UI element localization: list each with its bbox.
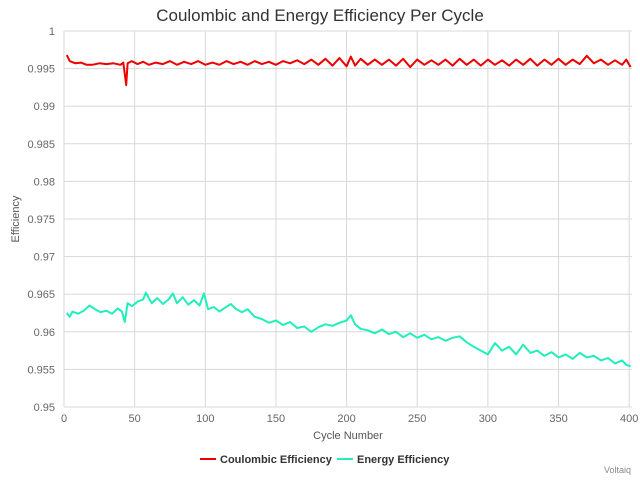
y-axis-title: Efficiency [10,195,22,242]
grid [63,30,632,408]
x-tick-label: 100 [196,413,214,425]
y-tick-label: 0.975 [27,214,55,226]
y-tick-label: 0.995 [27,64,55,76]
y-tick-label: 0.955 [27,364,55,376]
x-tick-label: 250 [408,413,426,425]
plot-area [65,54,632,368]
x-tick-label: 50 [129,413,141,425]
legend-label: Energy Efficiency [357,454,450,466]
y-axis: 0.95 0.955 0.96 0.965 0.97 0.975 0.98 0.985 0.99… [27,26,55,414]
series-line-energy-efficiency [66,291,631,368]
series-line-coulombic-efficiency [65,54,632,87]
y-tick-label: 1 [49,26,55,38]
x-tick-label: 300 [479,413,497,425]
x-tick-label: 150 [267,413,285,425]
y-tick-label: 0.95 [34,402,55,414]
x-axis: 0 50 100 150 200 250 300 350 400 [61,413,638,425]
x-tick-label: 200 [337,413,355,425]
chart-title: Coulombic and Energy Efficiency Per Cycl… [156,6,484,25]
y-tick-label: 0.99 [34,101,55,113]
x-tick-label: 350 [549,413,567,425]
credit-label: Voltaiq [604,465,631,475]
y-tick-label: 0.98 [34,176,55,188]
y-tick-label: 0.985 [27,139,55,151]
y-tick-label: 0.965 [27,289,55,301]
y-tick-label: 0.97 [34,252,55,264]
x-tick-label: 400 [620,413,638,425]
legend-label: Coulombic Efficiency [220,454,333,466]
legend-item[interactable]: Energy Efficiency [337,454,450,466]
legend: Coulombic Efficiency Energy Efficiency [200,454,450,466]
x-tick-label: 0 [61,413,67,425]
legend-item[interactable]: Coulombic Efficiency [200,454,333,466]
y-tick-label: 0.96 [34,327,55,339]
x-axis-title: Cycle Number [313,430,383,442]
